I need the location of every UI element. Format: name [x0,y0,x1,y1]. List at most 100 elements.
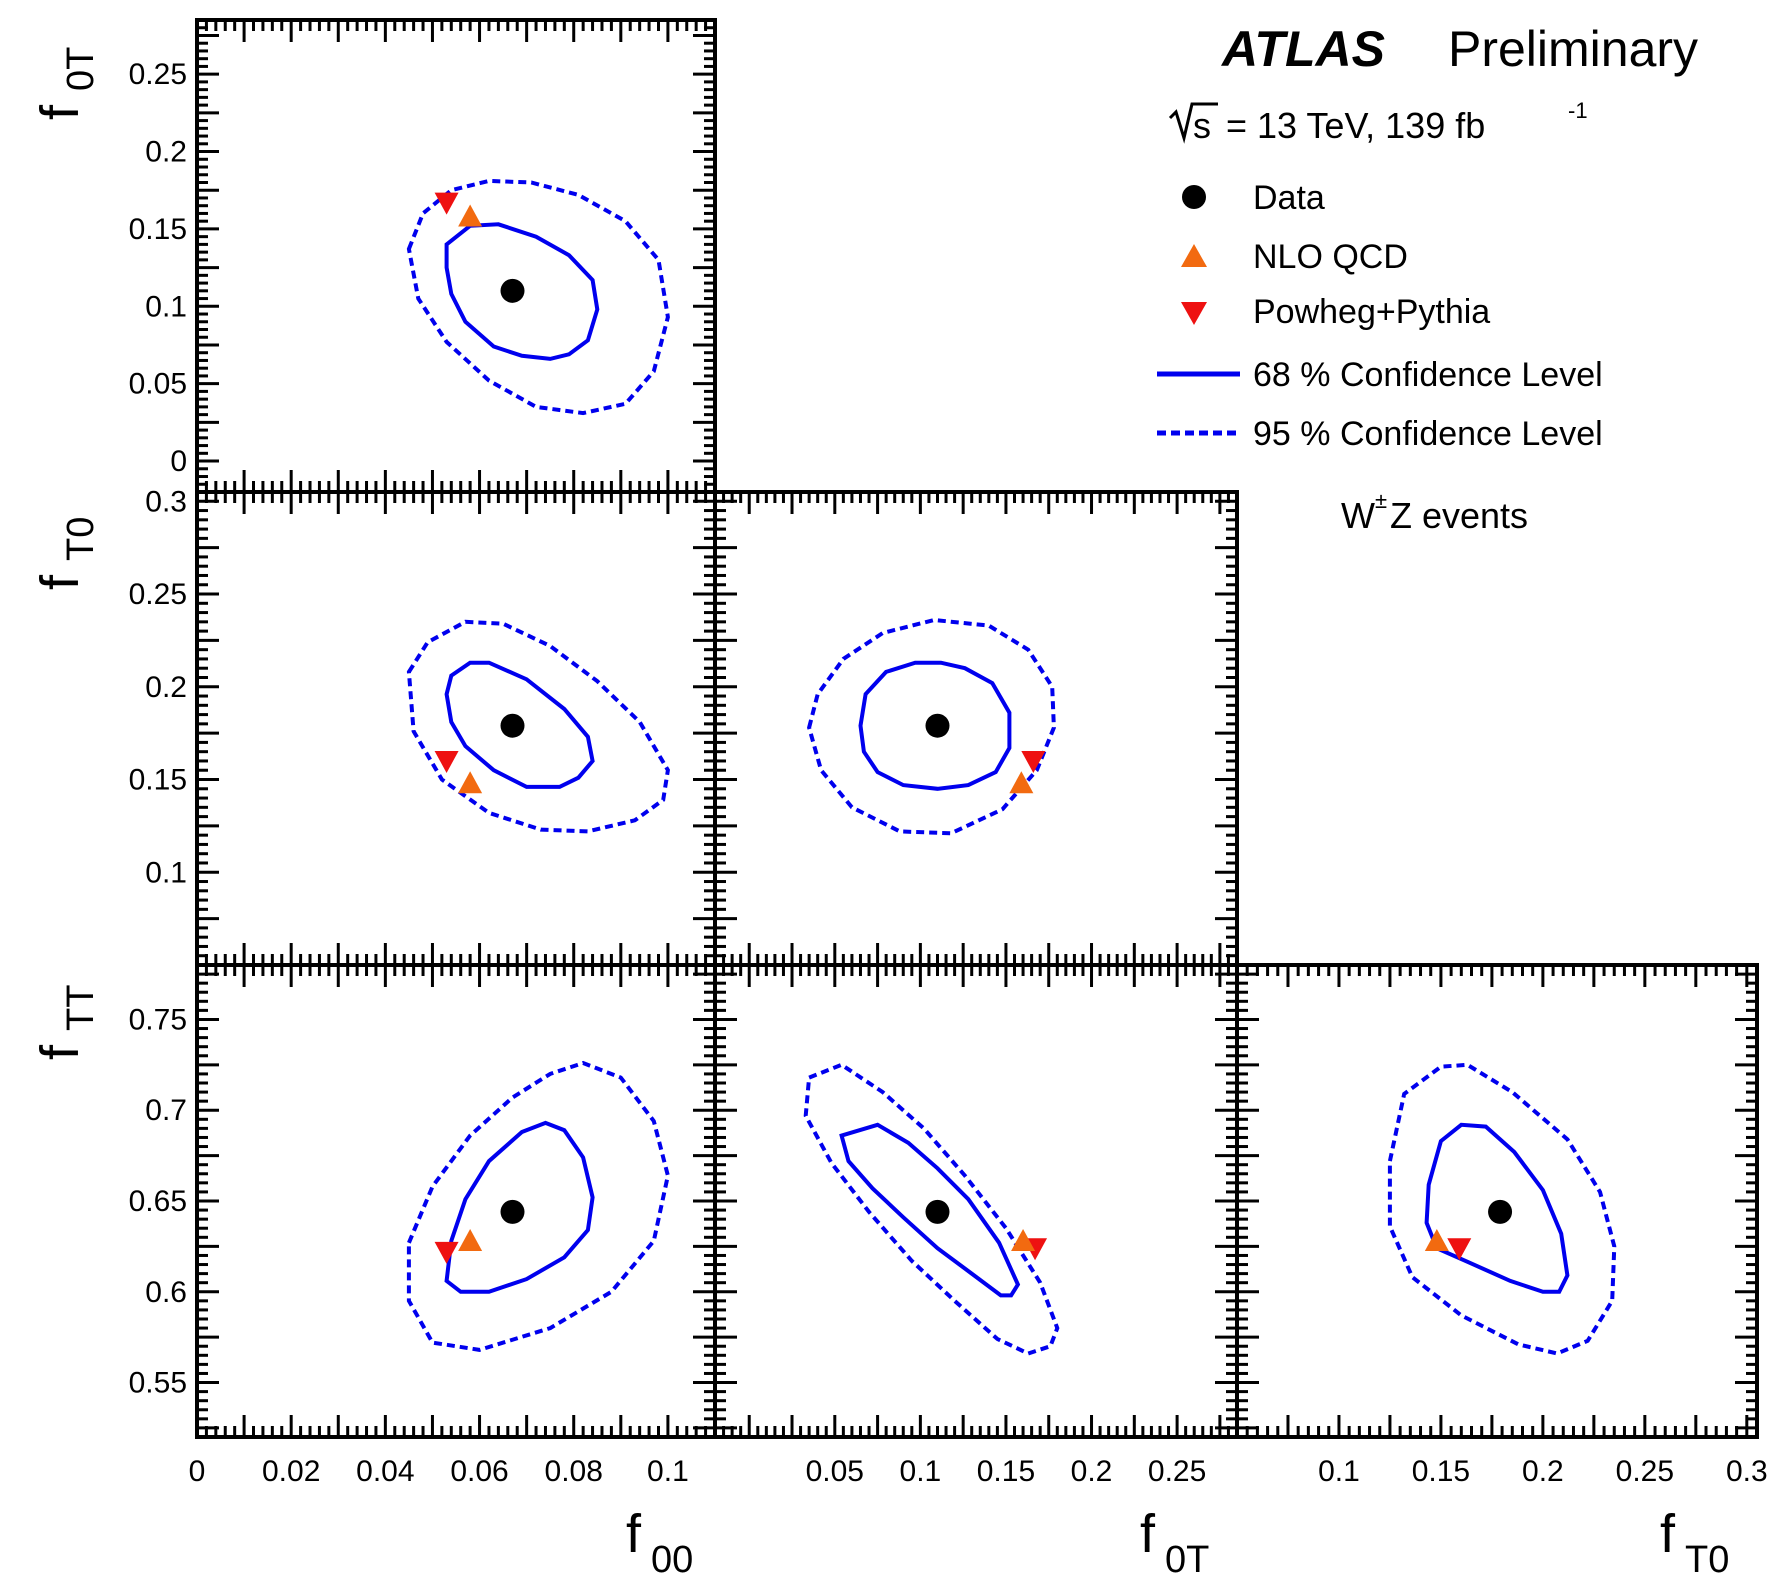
legend-cl95-label: 95 % Confidence Level [1253,415,1603,453]
contour-68 [839,1122,1021,1298]
legend-cl68-label: 68 % Confidence Level [1253,356,1603,394]
y-axis-title-f0T: f 0T [30,47,102,120]
y-tick-label: 0 [170,445,187,478]
legend-nlo-label: NLO QCD [1253,238,1408,276]
y-tick-label: 0.3 [145,485,187,518]
y-tick-label: 0.15 [129,764,187,797]
contour-68 [858,660,1012,791]
panel-f00-fTT [195,963,717,1439]
y-tick-label: 0.25 [129,58,187,91]
data-marker [500,1199,525,1224]
process-prefix: W [1341,495,1375,536]
panel-ticks [195,18,717,494]
contour-68 [444,660,595,789]
y-tick-label: 0.75 [129,1003,187,1036]
atlas-label: ATLAS Preliminary [1220,21,1698,77]
nlo-marker [1011,1228,1036,1251]
x-tick-label: 0.25 [1148,1455,1206,1488]
legend-data-label: Data [1253,179,1325,217]
y-axis-title-fT0-sub: T0 [60,517,102,561]
panel-ticks [713,963,1239,1439]
data-marker [925,1199,950,1224]
x-axis-title-fT0-sub: T0 [1685,1539,1729,1581]
y-axis-title-fTT: f TT [30,985,102,1060]
y-tick-label: 0.55 [129,1367,187,1400]
x-tick-label: 0.04 [356,1455,414,1488]
x-axis-title-f00-main: f [626,1504,642,1564]
nlo-marker [458,204,483,227]
x-axis-title-f0T: f 0T [1140,1504,1209,1581]
x-tick-label: 0.08 [545,1455,603,1488]
lumi-exponent: -1 [1568,98,1588,123]
energy-symbol: s [1193,105,1211,146]
data-marker [500,713,525,738]
legend-data-marker [1182,185,1206,209]
x-tick-label: 0.1 [900,1455,942,1488]
contour-95 [1387,1062,1617,1356]
x-tick-label: 0.05 [806,1455,864,1488]
panel-frame [195,18,717,494]
x-tick-label: 0 [189,1455,206,1488]
x-tick-label: 0.06 [450,1455,508,1488]
panel-f00-f0T [195,18,717,494]
panel-f0T-fT0 [713,490,1239,967]
data-marker [925,713,950,738]
y-tick-label: 0.2 [145,671,187,704]
panel-ticks [713,490,1239,967]
x-tick-label: 0.1 [647,1455,689,1488]
panel-f00-fT0 [195,490,717,967]
x-axis-title-f0T-main: f [1140,1504,1156,1564]
energy-text: = 13 TeV, 139 fb [1226,105,1485,146]
x-tick-label: 0.2 [1522,1455,1564,1488]
atlas-experiment: ATLAS [1220,21,1385,77]
y-tick-label: 0.25 [129,578,187,611]
x-tick-label: 0.2 [1071,1455,1113,1488]
panel-fT0-fTT [1235,963,1759,1439]
contour-68 [444,222,600,361]
process-suffix: Z events [1390,495,1528,536]
nlo-marker [458,771,483,794]
contour-68 [444,1120,595,1294]
y-tick-label: 0.6 [145,1276,187,1309]
x-axis-title-f0T-sub: 0T [1165,1539,1209,1581]
panel-ticks [1235,963,1759,1439]
panel-frame [713,490,1239,967]
contour-68 [1424,1122,1570,1294]
y-axis-title-f0T-main: f [30,104,90,120]
nlo-marker [1424,1228,1449,1251]
legend-nlo-marker [1181,244,1207,267]
contour-95 [406,619,670,834]
x-tick-label: 0.25 [1616,1455,1674,1488]
nlo-marker [458,1228,483,1251]
sqrt-symbol-icon [1168,102,1218,144]
data-marker [500,278,525,303]
panel-f0T-fTT [713,963,1239,1439]
powheg-marker [434,1241,459,1264]
y-axis-title-fTT-sub: TT [60,985,102,1031]
atlas-status: Preliminary [1448,21,1698,77]
x-tick-label: 0.3 [1726,1455,1767,1488]
x-tick-label: 0.15 [1412,1455,1470,1488]
x-tick-label: 0.02 [262,1455,320,1488]
y-tick-label: 0.2 [145,136,187,169]
x-axis-title-fT0: f T0 [1660,1504,1729,1581]
panel-frame [713,963,1239,1439]
contour-95 [406,178,670,416]
tick-labels-layer: 0 0.05 0.1 0.15 0.2 0.25 0.1 0.15 0.2 0.25 0.3 0.55… [129,58,1767,1488]
y-tick-label: 0.7 [145,1094,187,1127]
contour-95 [406,1060,670,1352]
panels-layer [195,18,1759,1439]
panel-frame [195,963,717,1439]
y-axis-title-fTT-main: f [30,1044,90,1060]
y-axis-title-f0T-sub: 0T [60,47,102,91]
contour-95 [803,1062,1060,1356]
nlo-marker [1009,771,1034,794]
process-sup: ± [1375,488,1387,513]
legend-powheg-marker [1181,302,1207,325]
x-axis-title-f00-sub: 00 [651,1539,693,1581]
energy-lumi-label: s = 13 TeV, 139 fb -1 [1168,98,1588,146]
process-label: W ± Z events [1341,488,1528,536]
powheg-marker [434,192,459,215]
legend-powheg-label: Powheg+Pythia [1253,293,1490,331]
y-axis-title-fT0: f T0 [30,517,102,590]
